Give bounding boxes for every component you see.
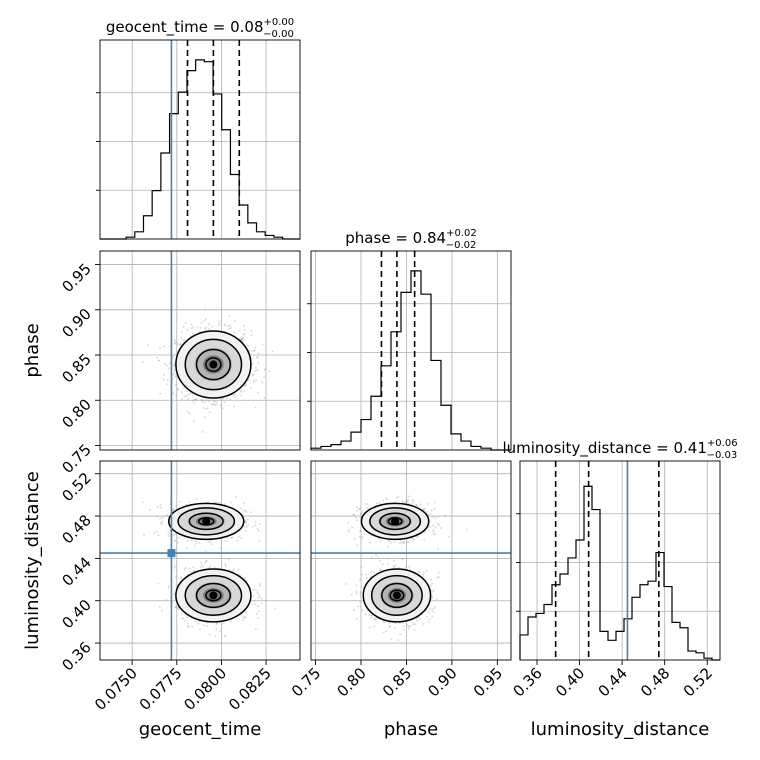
- hist-panel-geocent_time: geocent_time = 0.08+0.00 −0.00: [96, 17, 301, 240]
- histogram-step: [100, 59, 300, 240]
- axes-frame: [99, 250, 301, 451]
- scatter-panel-geocent_time-vs-luminosity_distance: [99, 460, 301, 661]
- contour-line: [205, 357, 222, 372]
- scatter-panel-geocent_time-vs-phase: [99, 250, 301, 451]
- axes-frame: [519, 460, 721, 661]
- peak-marker: [392, 591, 401, 600]
- y-tick-label: 0.75: [58, 441, 94, 477]
- panel-title: geocent_time = 0.08+0.00 −0.00: [106, 17, 294, 40]
- title-main: luminosity_distance: [502, 439, 651, 458]
- peak-marker: [209, 591, 218, 600]
- x-axis-label: geocent_time: [139, 719, 262, 740]
- contour-line: [379, 512, 411, 531]
- y-axis-phase: 0.75 0.80 0.85 0.90 0.95 phase: [22, 260, 100, 477]
- title-minus: −0.00: [263, 29, 294, 40]
- y-tick-label: 0.90: [58, 305, 94, 341]
- contour-line: [168, 502, 245, 541]
- contour-line: [177, 507, 236, 536]
- y-tick-label: 0.80: [58, 395, 94, 431]
- x-tick-label: 0.75: [288, 664, 324, 700]
- title-value: 0.41: [674, 439, 707, 457]
- title-main: geocent_time: [106, 18, 208, 37]
- x-tick-label: 0.95: [470, 664, 506, 700]
- contour-line: [184, 574, 243, 617]
- x-axis-phase: 0.75 0.80 0.85 0.90 0.95 phase: [288, 660, 506, 740]
- x-tick-label: 0.0800: [180, 664, 230, 714]
- contour-line: [360, 502, 430, 541]
- y-tick-label: 0.40: [58, 596, 94, 632]
- title-minus: −0.02: [446, 240, 477, 251]
- y-tick-label: 0.95: [58, 260, 94, 296]
- y-tick-label: 0.36: [58, 638, 94, 674]
- x-tick-label: 0.36: [510, 664, 546, 700]
- x-axis-luminosity_distance: 0.36 0.40 0.44 0.48 0.52 luminosity_distance: [510, 660, 716, 740]
- panel-title: luminosity_distance = 0.41+0.06 −0.03: [502, 438, 737, 461]
- x-axis-label: phase: [384, 719, 438, 740]
- scatter-panel-phase-vs-luminosity_distance: [310, 460, 512, 661]
- contour-line: [188, 512, 224, 531]
- axes-frame: [310, 460, 512, 661]
- y-axis-label: luminosity_distance: [22, 471, 43, 650]
- x-tick-label: 0.40: [552, 664, 588, 700]
- y-tick-label: 0.44: [58, 553, 94, 589]
- title-plus: +0.02: [446, 228, 477, 239]
- axes-frame: [99, 39, 301, 240]
- contour-line: [362, 568, 432, 623]
- x-tick-label: 0.52: [680, 664, 716, 700]
- hist-panel-luminosity_distance: luminosity_distance = 0.41+0.06 −0.03: [502, 438, 738, 661]
- contour-line: [389, 589, 405, 602]
- y-tick-label: 0.48: [58, 511, 94, 547]
- contour-line: [175, 568, 252, 623]
- peak-marker: [391, 517, 400, 526]
- histogram-step: [310, 270, 511, 451]
- axes-frame: [99, 460, 301, 661]
- peak-marker: [202, 517, 211, 526]
- contour-line: [381, 582, 413, 609]
- title-plus: +0.06: [707, 438, 738, 449]
- title-minus: −0.03: [707, 450, 738, 461]
- contour-line: [184, 338, 243, 391]
- histogram-step: [519, 485, 720, 661]
- x-axis-label: luminosity_distance: [531, 719, 710, 740]
- contour-line: [195, 582, 232, 609]
- y-tick-label: 0.85: [58, 350, 94, 386]
- title-value: 0.08: [230, 18, 263, 36]
- truth-marker: [167, 549, 176, 558]
- title-value: 0.84: [413, 229, 446, 247]
- x-tick-label: 0.44: [595, 664, 631, 700]
- title-main: phase: [345, 229, 390, 247]
- y-axis-luminosity_distance: 0.36 0.40 0.44 0.48 0.52 luminosity_distance: [22, 469, 100, 675]
- contour-line: [175, 330, 252, 399]
- x-tick-label: 0.48: [637, 664, 673, 700]
- x-tick-label: 0.0825: [225, 664, 275, 714]
- contour-line: [205, 589, 222, 602]
- contour-line: [195, 348, 232, 381]
- x-tick-label: 0.0750: [91, 664, 141, 714]
- hist-panel-phase: phase = 0.84+0.02 −0.02: [307, 228, 512, 451]
- x-tick-label: 0.85: [379, 664, 415, 700]
- panel-title: phase = 0.84+0.02 −0.02: [345, 228, 476, 251]
- contour-line: [369, 507, 422, 536]
- peak-marker: [209, 360, 218, 369]
- y-axis-label: phase: [22, 323, 43, 377]
- title-plus: +0.00: [264, 17, 295, 28]
- x-tick-label: 0.0775: [136, 664, 186, 714]
- axes-frame: [310, 250, 512, 451]
- x-tick-label: 0.90: [424, 664, 460, 700]
- contour-line: [370, 574, 423, 617]
- x-tick-label: 0.80: [333, 664, 369, 700]
- y-tick-label: 0.52: [58, 469, 94, 505]
